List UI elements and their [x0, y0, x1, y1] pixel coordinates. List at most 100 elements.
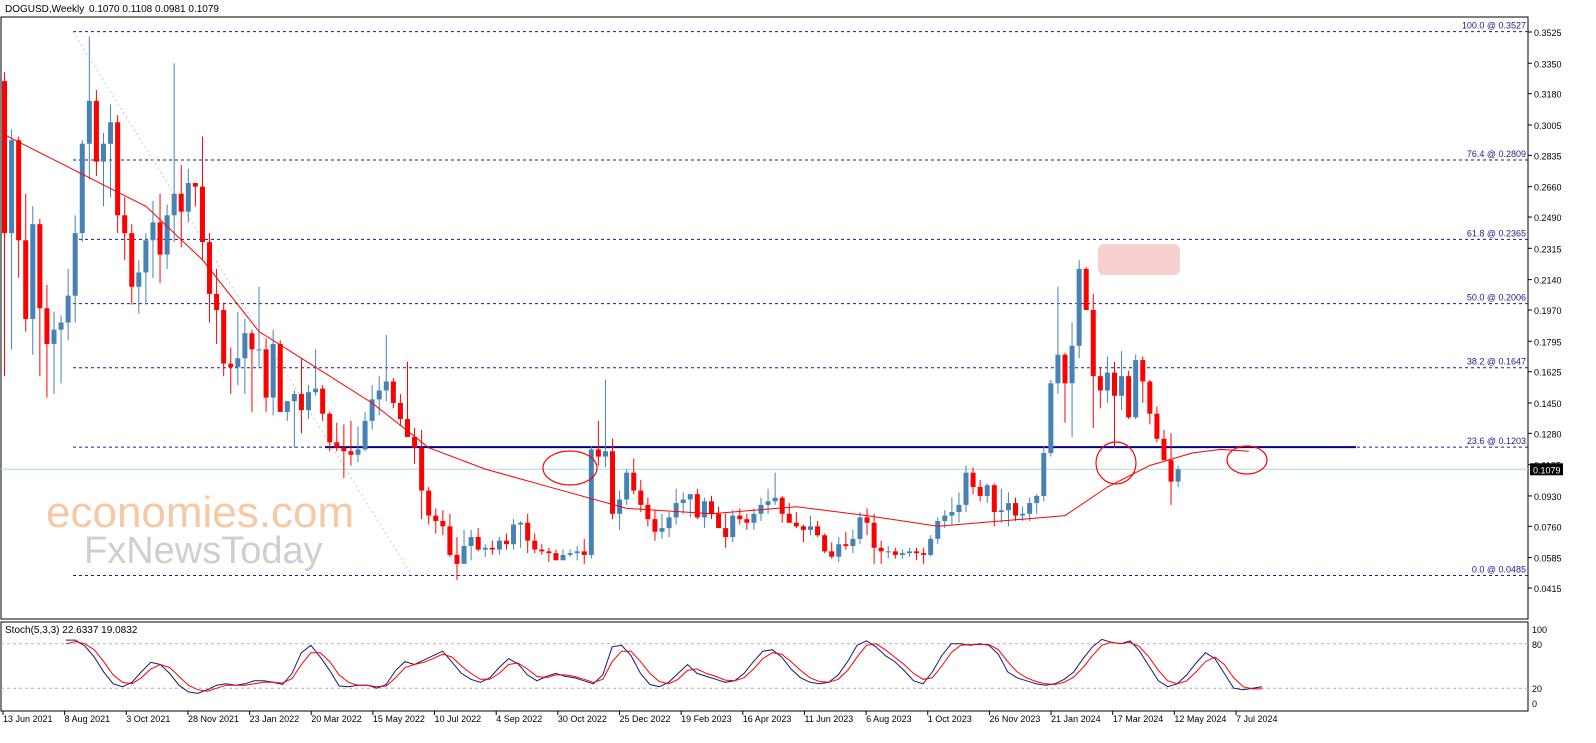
candle-body: [942, 515, 948, 521]
y-tick-label: 0.1625: [1534, 368, 1562, 378]
candle-body: [624, 472, 630, 500]
fib-trend-line: [72, 31, 413, 576]
candle-body: [1090, 310, 1096, 377]
candle-body: [885, 551, 891, 553]
breakout-ellipse: [1095, 441, 1137, 485]
stoch-y-tick-label: 100: [1532, 625, 1547, 635]
y-tick-label: 0.0415: [1534, 584, 1562, 594]
x-tick-label: 4 Sep 2022: [496, 714, 542, 724]
candle-body: [192, 183, 198, 187]
fib-level-label: 100.0 @ 0.3527: [1462, 21, 1526, 31]
y-tick-label: 0.0585: [1534, 554, 1562, 564]
candle-body: [864, 517, 870, 523]
candle-body: [1027, 503, 1033, 514]
candle-body: [793, 522, 799, 527]
candle-body: [503, 540, 509, 545]
fib-level-label: 61.8 @ 0.2365: [1467, 228, 1526, 238]
candle-body: [178, 193, 184, 212]
candle-body: [1097, 376, 1103, 391]
candle-body: [694, 494, 700, 518]
candle-body: [313, 388, 319, 393]
candle-body: [1126, 376, 1132, 418]
candle-body: [998, 510, 1004, 513]
candle-body: [1020, 513, 1026, 516]
candle-body: [588, 449, 594, 555]
candle-body: [822, 535, 828, 552]
resistance-highlight-box: [1098, 244, 1180, 275]
candle-body: [157, 222, 163, 255]
candle-body: [857, 517, 863, 539]
candle-body: [1055, 354, 1061, 384]
moving-average-line: [4, 134, 1249, 527]
candle-body: [546, 551, 552, 554]
candle-body: [1161, 438, 1167, 461]
y-tick-label: 0.3525: [1534, 28, 1562, 38]
candle-body: [334, 442, 340, 448]
candle-body: [207, 242, 213, 294]
candle-body: [532, 540, 538, 550]
candle-body: [1041, 453, 1047, 496]
candle-body: [482, 547, 488, 550]
candle-body: [807, 526, 813, 530]
candle-body: [687, 494, 693, 500]
x-tick-label: 8 Aug 2021: [65, 714, 111, 724]
y-tick-label: 0.1280: [1534, 429, 1562, 439]
candle-body: [701, 501, 707, 518]
candle-body: [574, 551, 580, 554]
candle-body: [595, 449, 601, 457]
candle-body: [800, 526, 806, 530]
candle-body: [419, 447, 425, 491]
y-tick-label: 0.1450: [1534, 399, 1562, 409]
candle-body: [221, 310, 227, 364]
candle-body: [560, 554, 566, 561]
candle-body: [1005, 503, 1011, 511]
candle-body: [843, 544, 849, 546]
candle-body: [850, 538, 856, 546]
stoch-y-tick-label: 20: [1532, 684, 1542, 694]
y-tick-label: 0.0760: [1534, 522, 1562, 532]
candle-body: [171, 193, 177, 216]
candle-body: [454, 554, 460, 564]
x-tick-label: 3 Oct 2021: [126, 714, 170, 724]
breakout-ellipse: [1226, 445, 1268, 475]
candle-body: [906, 551, 912, 554]
candle-body: [164, 215, 170, 255]
candle-body: [610, 451, 616, 514]
candle-body: [277, 343, 283, 412]
candle-body: [291, 394, 297, 402]
candle-body: [666, 517, 672, 529]
candle-body: [249, 333, 255, 350]
candle-body: [256, 349, 262, 351]
y-tick-label: 0.2140: [1534, 276, 1562, 286]
y-tick-label: 0.1795: [1534, 337, 1562, 347]
candle-body: [404, 419, 410, 437]
candle-body: [786, 513, 792, 523]
candle-body: [899, 553, 905, 555]
candle-body: [242, 333, 248, 359]
candle-body: [581, 551, 587, 555]
candle-body: [765, 501, 771, 505]
x-tick-label: 19 Feb 2023: [681, 714, 732, 724]
candle-body: [72, 233, 78, 296]
candle-body: [1154, 413, 1160, 439]
candle-body: [44, 308, 50, 344]
x-tick-label: 6 Aug 2023: [866, 714, 912, 724]
candle-body: [65, 295, 71, 323]
candle-body: [984, 485, 990, 496]
candle-body: [86, 100, 92, 144]
candle-body: [440, 520, 446, 527]
candle-body: [878, 547, 884, 552]
candle-body: [511, 524, 517, 545]
candle-body: [970, 472, 976, 487]
x-tick-label: 12 May 2024: [1174, 714, 1226, 724]
x-tick-label: 11 Jun 2023: [804, 714, 853, 724]
candle-body: [709, 501, 714, 514]
candle-body: [235, 358, 241, 368]
candle-body: [673, 503, 679, 518]
candle-body: [1119, 376, 1125, 396]
candle-body: [1147, 381, 1153, 414]
price-panel-frame: [0, 16, 1529, 620]
candle-body: [652, 519, 658, 532]
candle-body: [433, 515, 439, 521]
